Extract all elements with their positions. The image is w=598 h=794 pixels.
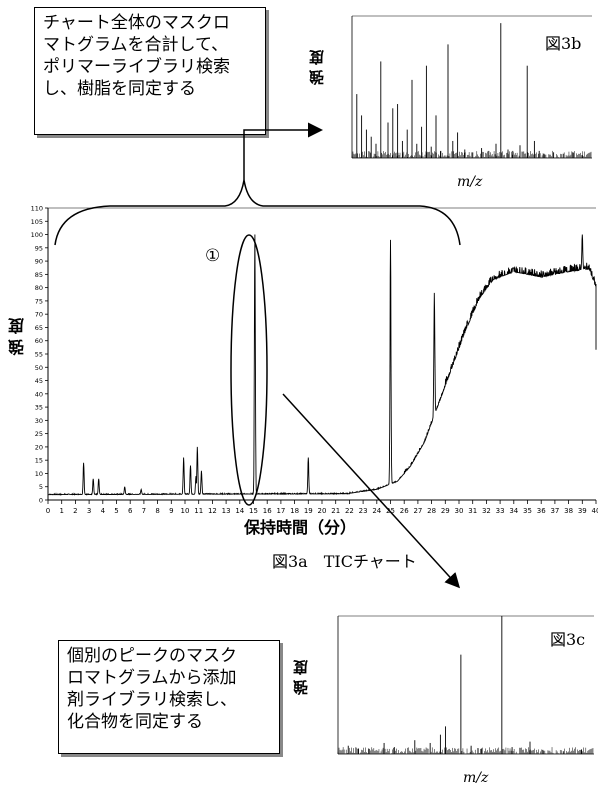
x-tick-label: 28: [427, 507, 436, 515]
callout-line: マトグラムを合計して、: [43, 35, 229, 55]
y-tick-label: 105: [31, 218, 43, 226]
callout-line: チャート全体のマスクロ: [43, 13, 230, 33]
x-tick-label: 1: [59, 507, 63, 515]
callout-line: 剤ライブラリ検索し、: [67, 690, 237, 710]
x-tick-label: 5: [114, 507, 118, 515]
spectrum-3c: [337, 615, 594, 755]
time-axis-label: 保持時間（分）: [244, 518, 357, 537]
x-tick-label: 23: [359, 507, 368, 515]
x-tick-label: 2: [73, 507, 77, 515]
y-tick-label: 75: [35, 297, 43, 305]
callout-line: ロマトグラムから添加: [67, 668, 237, 688]
y-tick-label: 65: [35, 324, 43, 332]
x-tick-label: 36: [537, 507, 546, 515]
x-tick-label: 32: [482, 507, 491, 515]
x-tick-label: 29: [441, 507, 450, 515]
peak-marker-label: ①: [205, 246, 221, 266]
x-tick-label: 20: [318, 507, 327, 515]
x-tick-label: 40: [592, 507, 598, 515]
y-tick-label: 60: [35, 337, 43, 345]
x-tick-label: 24: [372, 507, 381, 515]
peak-ellipse: [230, 234, 268, 506]
x-tick-label: 15: [249, 507, 258, 515]
x-tick-label: 7: [142, 507, 146, 515]
x-tick-label: 27: [413, 507, 422, 515]
spectrum-3b: [351, 15, 592, 159]
x-tick-label: 31: [468, 507, 477, 515]
y-tick-label: 25: [35, 430, 43, 438]
y-tick-label: 85: [35, 271, 43, 279]
y-tick-label: 100: [31, 231, 43, 239]
x-tick-label: 17: [276, 507, 285, 515]
x-tick-label: 21: [331, 507, 340, 515]
x-tick-label: 14: [235, 507, 244, 515]
y-tick-label: 95: [35, 244, 43, 252]
y-tick-label: 35: [35, 404, 43, 412]
y-tick-label: 45: [35, 377, 43, 385]
x-tick-label: 6: [128, 507, 133, 515]
y-tick-label: 5: [39, 483, 43, 491]
intensity-label-3c: 強 度: [292, 660, 310, 696]
brace-stem: [243, 122, 323, 180]
mz-label-3c: m/z: [463, 770, 489, 786]
polymer-search-callout: チャート全体のマスクロ マトグラムを合計して、 ポリマーライブラリ検索 し、樹脂…: [34, 7, 266, 135]
additive-search-callout: 個別のピークのマスク ロマトグラムから添加 剤ライブラリ検索し、 化合物を同定す…: [58, 640, 280, 754]
mz-label-3b: m/z: [457, 174, 483, 190]
x-tick-label: 8: [155, 507, 159, 515]
y-tick-label: 50: [35, 364, 43, 372]
y-tick-label: 70: [35, 311, 43, 319]
y-tick-label: 55: [35, 351, 43, 359]
y-tick-label: 80: [35, 284, 43, 292]
x-tick-label: 34: [509, 507, 518, 515]
x-tick-label: 35: [523, 507, 532, 515]
x-tick-label: 33: [496, 507, 505, 515]
callout-line: し、樹脂を同定する: [43, 79, 196, 99]
callout-line: ポリマーライブラリ検索: [43, 57, 230, 77]
tic-chart: 0 1 2 3 4 5 6 7 8 9 10 11 12 13 14 15 16 17 18 19 20 21 22 23 24…: [31, 205, 598, 516]
y-tick-label: 40: [35, 390, 43, 398]
y-tick-label: 10: [35, 470, 43, 478]
y-tick-label: 15: [35, 457, 43, 465]
y-tick-label: 30: [35, 417, 43, 425]
x-tick-label: 19: [304, 507, 313, 515]
x-tick-label: 11: [194, 507, 203, 515]
x-tick-label: 13: [222, 507, 231, 515]
x-tick-label: 38: [564, 507, 573, 515]
y-tick-label: 90: [35, 258, 43, 266]
x-tick-label: 37: [550, 507, 559, 515]
callout-line: 化合物を同定する: [67, 712, 203, 732]
y-tick-label: 110: [31, 205, 43, 213]
x-tick-label: 0: [46, 507, 50, 515]
x-tick-label: 26: [400, 507, 409, 515]
x-tick-label: 18: [290, 507, 299, 515]
x-tick-label: 3: [87, 507, 91, 515]
x-tick-label: 12: [208, 507, 217, 515]
x-tick-label: 22: [345, 507, 354, 515]
fig3b-label: 図3b: [545, 34, 582, 53]
x-tick-label: 16: [263, 507, 272, 515]
intensity-label-3b: 強 度: [308, 50, 326, 86]
y-tick-label: 0: [39, 497, 43, 505]
fig3c-label: 図3c: [550, 630, 586, 649]
fig3a-label: 図3a TICチャート: [272, 552, 417, 571]
tic-trace: [47, 234, 597, 497]
x-tick-label: 30: [455, 507, 464, 515]
x-tick-label: 25: [386, 507, 395, 515]
x-tick-label: 4: [101, 507, 106, 515]
callout-line: 個別のピークのマスク: [67, 646, 237, 666]
x-tick-label: 9: [169, 507, 173, 515]
x-tick-label: 10: [181, 507, 190, 515]
x-tick-label: 39: [578, 507, 587, 515]
y-tick-label: 20: [35, 443, 43, 451]
intensity-label-main: 強 度: [8, 318, 27, 356]
